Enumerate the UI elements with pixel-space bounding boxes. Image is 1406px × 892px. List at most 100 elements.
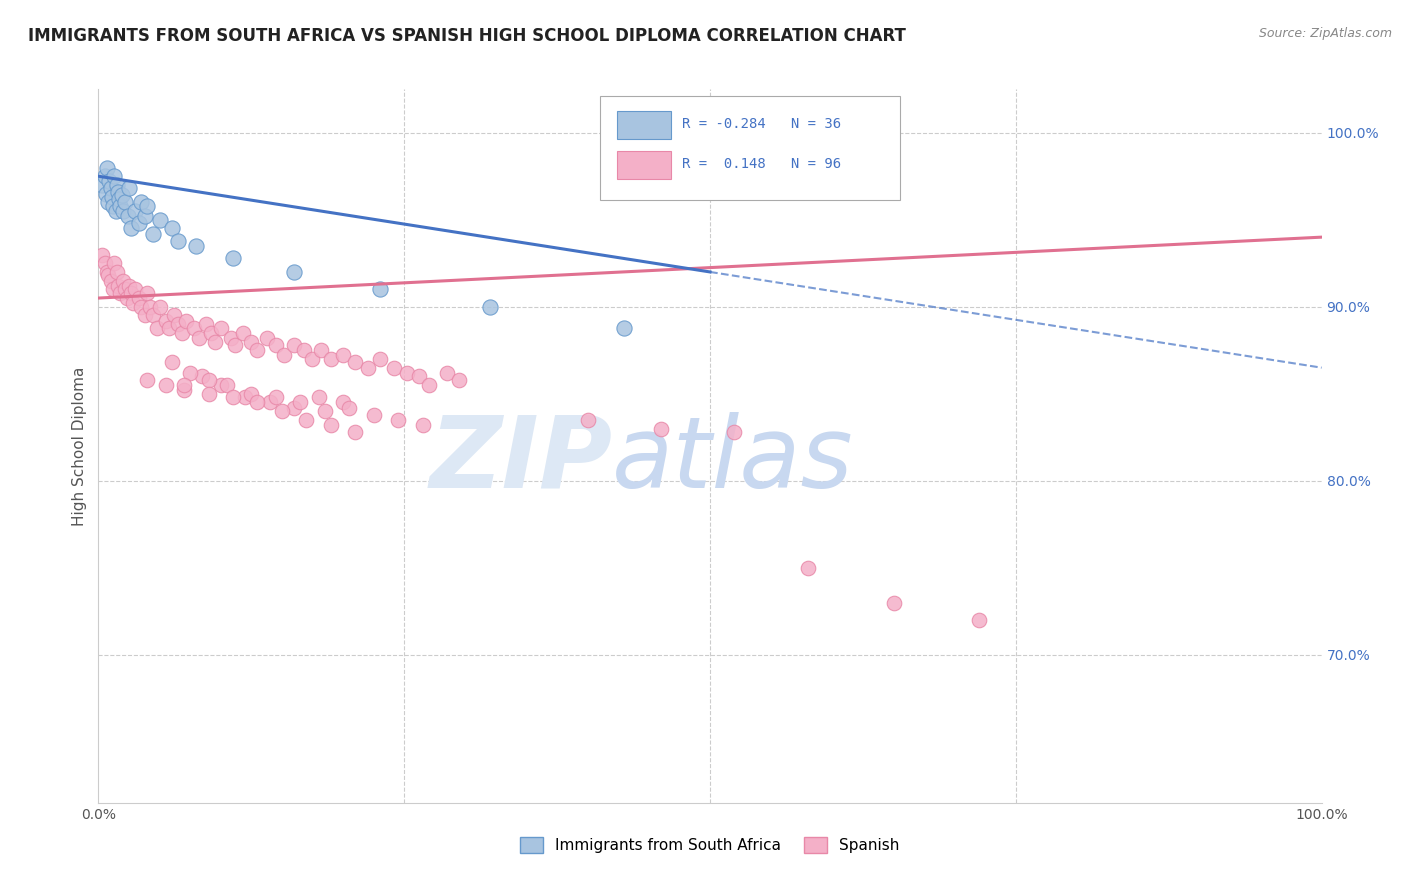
FancyBboxPatch shape bbox=[617, 151, 671, 179]
Point bbox=[309, 343, 332, 358]
Point bbox=[167, 234, 190, 248]
Point bbox=[187, 331, 209, 345]
Point bbox=[93, 169, 115, 184]
Point bbox=[97, 195, 120, 210]
Point bbox=[256, 331, 278, 345]
Point bbox=[449, 373, 471, 387]
Point bbox=[233, 390, 256, 404]
Point bbox=[134, 209, 156, 223]
Point bbox=[111, 274, 134, 288]
Point bbox=[292, 343, 315, 358]
Point bbox=[314, 404, 336, 418]
Point bbox=[111, 204, 134, 219]
Point bbox=[283, 265, 305, 279]
Point bbox=[103, 169, 125, 184]
Text: atlas: atlas bbox=[612, 412, 853, 508]
Point bbox=[103, 256, 125, 270]
Point bbox=[163, 309, 186, 323]
Point bbox=[197, 373, 219, 387]
Point bbox=[224, 338, 246, 352]
Point bbox=[110, 285, 132, 300]
Point bbox=[149, 212, 172, 227]
Point bbox=[395, 366, 418, 380]
Text: Source: ZipAtlas.com: Source: ZipAtlas.com bbox=[1258, 27, 1392, 40]
Point bbox=[209, 378, 232, 392]
Point bbox=[129, 195, 152, 210]
Point bbox=[219, 331, 242, 345]
Point bbox=[115, 291, 138, 305]
Point bbox=[101, 282, 124, 296]
Point bbox=[356, 360, 378, 375]
Point bbox=[273, 349, 295, 363]
Point bbox=[100, 274, 122, 288]
Point bbox=[368, 351, 391, 366]
Text: R = -0.284   N = 36: R = -0.284 N = 36 bbox=[682, 117, 841, 131]
Point bbox=[104, 204, 127, 219]
Point bbox=[176, 314, 198, 328]
Point bbox=[209, 320, 232, 334]
Point bbox=[136, 285, 159, 300]
Point bbox=[118, 181, 141, 195]
Point bbox=[120, 285, 142, 300]
Point bbox=[155, 378, 177, 392]
Point bbox=[283, 338, 305, 352]
Point bbox=[149, 300, 172, 314]
Point bbox=[797, 561, 820, 575]
Point bbox=[107, 185, 129, 199]
Point bbox=[97, 268, 120, 283]
Point bbox=[105, 178, 128, 192]
Point bbox=[114, 282, 136, 296]
FancyBboxPatch shape bbox=[617, 111, 671, 139]
Point bbox=[650, 421, 672, 435]
Point bbox=[124, 282, 146, 296]
Point bbox=[98, 174, 121, 188]
Point bbox=[319, 351, 342, 366]
FancyBboxPatch shape bbox=[600, 96, 900, 200]
Point bbox=[215, 378, 238, 392]
Text: IMMIGRANTS FROM SOUTH AFRICA VS SPANISH HIGH SCHOOL DIPLOMA CORRELATION CHART: IMMIGRANTS FROM SOUTH AFRICA VS SPANISH … bbox=[28, 27, 905, 45]
Point bbox=[408, 369, 430, 384]
Y-axis label: High School Diploma: High School Diploma bbox=[72, 367, 87, 525]
Point bbox=[110, 199, 132, 213]
Point bbox=[107, 278, 129, 293]
Point bbox=[436, 366, 458, 380]
Point bbox=[186, 239, 208, 253]
Point bbox=[363, 408, 385, 422]
Point bbox=[105, 265, 128, 279]
Point bbox=[160, 221, 183, 235]
Point bbox=[332, 395, 354, 409]
Point bbox=[418, 378, 440, 392]
Point bbox=[101, 199, 124, 213]
Point bbox=[91, 247, 114, 261]
Point bbox=[264, 390, 287, 404]
Point bbox=[197, 386, 219, 401]
Point bbox=[246, 343, 269, 358]
Point bbox=[270, 404, 294, 418]
Point bbox=[121, 296, 143, 310]
Point bbox=[139, 300, 162, 314]
Point bbox=[290, 395, 312, 409]
Point bbox=[136, 199, 159, 213]
Point bbox=[478, 300, 501, 314]
Point bbox=[146, 320, 169, 334]
Point bbox=[576, 413, 599, 427]
Point bbox=[101, 190, 124, 204]
Point bbox=[179, 366, 201, 380]
Point bbox=[222, 390, 245, 404]
Point bbox=[111, 188, 134, 202]
Text: ZIP: ZIP bbox=[429, 412, 612, 508]
Point bbox=[264, 338, 287, 352]
Point bbox=[157, 320, 180, 334]
Point bbox=[142, 309, 165, 323]
Point bbox=[100, 181, 122, 195]
Point bbox=[259, 395, 281, 409]
Point bbox=[412, 418, 434, 433]
Point bbox=[240, 334, 263, 349]
Point bbox=[136, 373, 159, 387]
Point bbox=[117, 209, 139, 223]
Point bbox=[308, 390, 330, 404]
Text: R =  0.148   N = 96: R = 0.148 N = 96 bbox=[682, 157, 841, 171]
Point bbox=[332, 349, 354, 363]
Point bbox=[96, 265, 118, 279]
Point bbox=[142, 227, 165, 241]
